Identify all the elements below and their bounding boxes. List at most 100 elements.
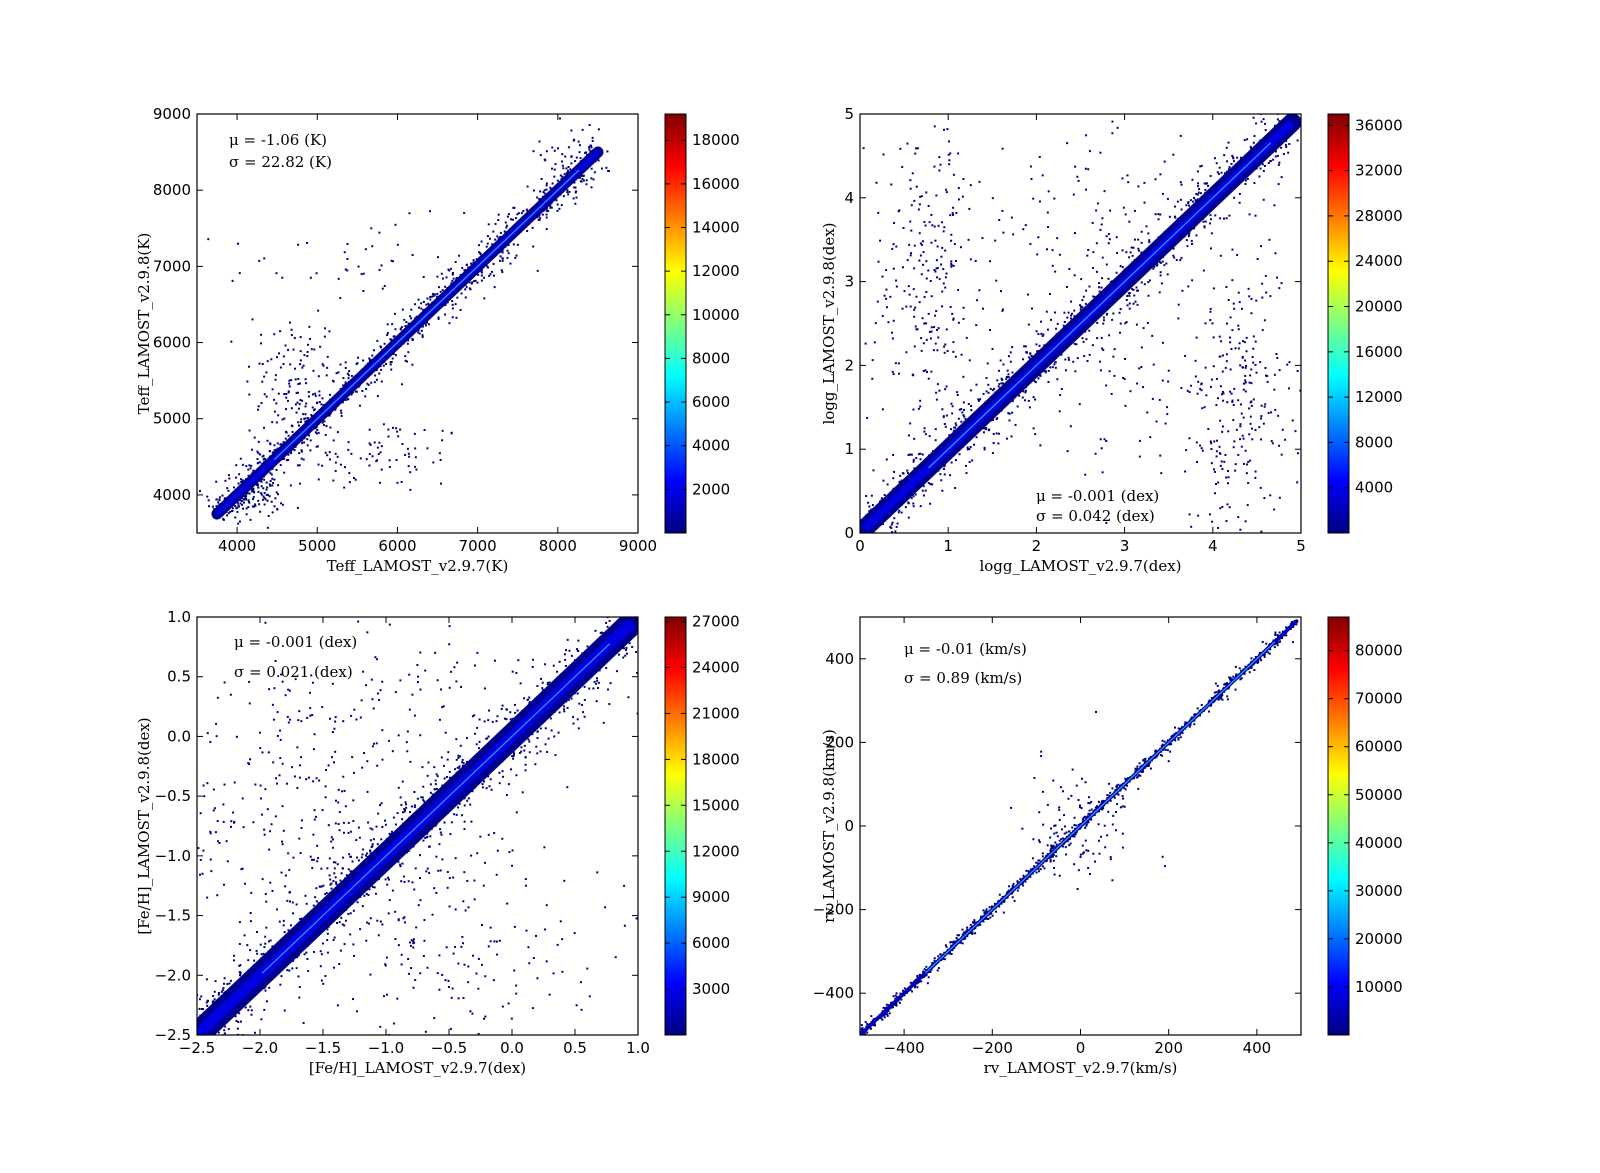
scatter-point bbox=[1130, 246, 1133, 249]
scatter-point bbox=[287, 390, 290, 393]
scatter-point bbox=[1067, 311, 1070, 314]
scatter-point bbox=[328, 451, 331, 454]
scatter-point bbox=[900, 511, 903, 514]
scatter-point bbox=[567, 146, 570, 149]
scatter-point bbox=[1143, 283, 1146, 286]
scatter-point bbox=[1215, 377, 1218, 380]
scatter-point bbox=[359, 928, 362, 931]
scatter-point bbox=[966, 448, 969, 451]
scatter-point bbox=[1191, 242, 1194, 245]
scatter-point bbox=[365, 388, 368, 391]
scatter-point bbox=[545, 960, 548, 963]
scatter-point bbox=[871, 359, 874, 362]
scatter-point bbox=[553, 149, 556, 152]
scatter-point bbox=[1126, 294, 1129, 297]
scatter-point bbox=[1045, 310, 1048, 313]
scatter-point bbox=[1227, 476, 1230, 479]
scatter-point bbox=[1277, 183, 1280, 186]
scatter-point bbox=[318, 390, 321, 393]
x-axis-label: Teff_LAMOST_v2.9.7(K) bbox=[327, 557, 509, 575]
scatter-point bbox=[507, 213, 510, 216]
scatter-point bbox=[1136, 303, 1139, 306]
scatter-point bbox=[455, 276, 458, 279]
scatter-point bbox=[222, 883, 225, 886]
scatter-point bbox=[914, 493, 917, 496]
x-tick-label: 4 bbox=[1208, 537, 1218, 555]
scatter-point bbox=[334, 720, 337, 723]
scatter-point bbox=[314, 896, 317, 899]
scatter-point bbox=[226, 487, 229, 490]
scatter-point bbox=[432, 292, 435, 295]
scatter-point bbox=[287, 852, 290, 855]
scatter-point bbox=[933, 165, 936, 168]
scatter-point bbox=[446, 871, 449, 874]
scatter-point bbox=[1035, 343, 1038, 346]
scatter-point bbox=[1151, 397, 1154, 400]
scatter-point bbox=[573, 181, 576, 184]
scatter-point bbox=[898, 509, 901, 512]
scatter-point bbox=[235, 735, 238, 738]
colorbar-tick-label: 8000 bbox=[692, 349, 730, 367]
scatter-point bbox=[1039, 374, 1042, 377]
scatter-point bbox=[298, 837, 301, 840]
scatter-point bbox=[409, 488, 412, 491]
scatter-point bbox=[943, 345, 946, 348]
scatter-point bbox=[353, 476, 356, 479]
scatter-point bbox=[437, 316, 440, 319]
scatter-point bbox=[1187, 202, 1190, 205]
scatter-point bbox=[1249, 422, 1252, 425]
scatter-point bbox=[1188, 437, 1191, 440]
scatter-point bbox=[973, 443, 976, 446]
scatter-point bbox=[436, 275, 439, 278]
scatter-point bbox=[1084, 188, 1087, 191]
scatter-point bbox=[509, 718, 512, 721]
scatter-point bbox=[262, 495, 265, 498]
scatter-point bbox=[1084, 302, 1087, 305]
scatter-point bbox=[931, 483, 934, 486]
scatter-point bbox=[1188, 204, 1191, 207]
scatter-point bbox=[915, 328, 918, 331]
scatter-point bbox=[441, 973, 444, 976]
scatter-point bbox=[499, 231, 502, 234]
scatter-point bbox=[424, 324, 427, 327]
scatter-point bbox=[1230, 162, 1233, 165]
annotation-mu: μ = -1.06 (K) bbox=[229, 131, 327, 149]
colorbar-tick-label: 6000 bbox=[692, 393, 730, 411]
scatter-point bbox=[1246, 177, 1249, 180]
scatter-point bbox=[324, 975, 327, 978]
scatter-point bbox=[925, 338, 928, 341]
scatter-point bbox=[969, 389, 972, 392]
scatter-point bbox=[1129, 251, 1132, 254]
scatter-point bbox=[311, 714, 314, 717]
scatter-point bbox=[298, 363, 301, 366]
scatter-point bbox=[1012, 233, 1015, 236]
scatter-point bbox=[971, 459, 974, 462]
scatter-point bbox=[283, 471, 286, 474]
scatter-point bbox=[381, 758, 384, 761]
scatter-point bbox=[405, 741, 408, 744]
scatter-point bbox=[1155, 420, 1158, 423]
scatter-point bbox=[420, 302, 423, 305]
scatter-point bbox=[1154, 213, 1157, 216]
scatter-point bbox=[1252, 398, 1255, 401]
scatter-point bbox=[353, 771, 356, 774]
scatter-point bbox=[343, 789, 346, 792]
scatter-point bbox=[380, 380, 383, 383]
scatter-point bbox=[300, 418, 303, 421]
scatter-point bbox=[311, 858, 314, 861]
scatter-point bbox=[978, 399, 981, 402]
scatter-point bbox=[315, 777, 318, 780]
scatter-point bbox=[366, 382, 369, 385]
scatter-point bbox=[1161, 192, 1164, 195]
scatter-point bbox=[310, 348, 313, 351]
y-axis-label: logg_LAMOST_v2.9.8(dex) bbox=[820, 222, 838, 424]
scatter-point bbox=[556, 203, 559, 206]
scatter-point bbox=[506, 224, 509, 227]
scatter-point bbox=[230, 825, 233, 828]
scatter-point bbox=[248, 680, 251, 683]
scatter-point bbox=[1190, 525, 1193, 528]
scatter-point bbox=[260, 402, 263, 405]
scatter-point bbox=[1209, 310, 1212, 313]
scatter-point bbox=[985, 390, 988, 393]
scatter-point bbox=[579, 981, 582, 984]
